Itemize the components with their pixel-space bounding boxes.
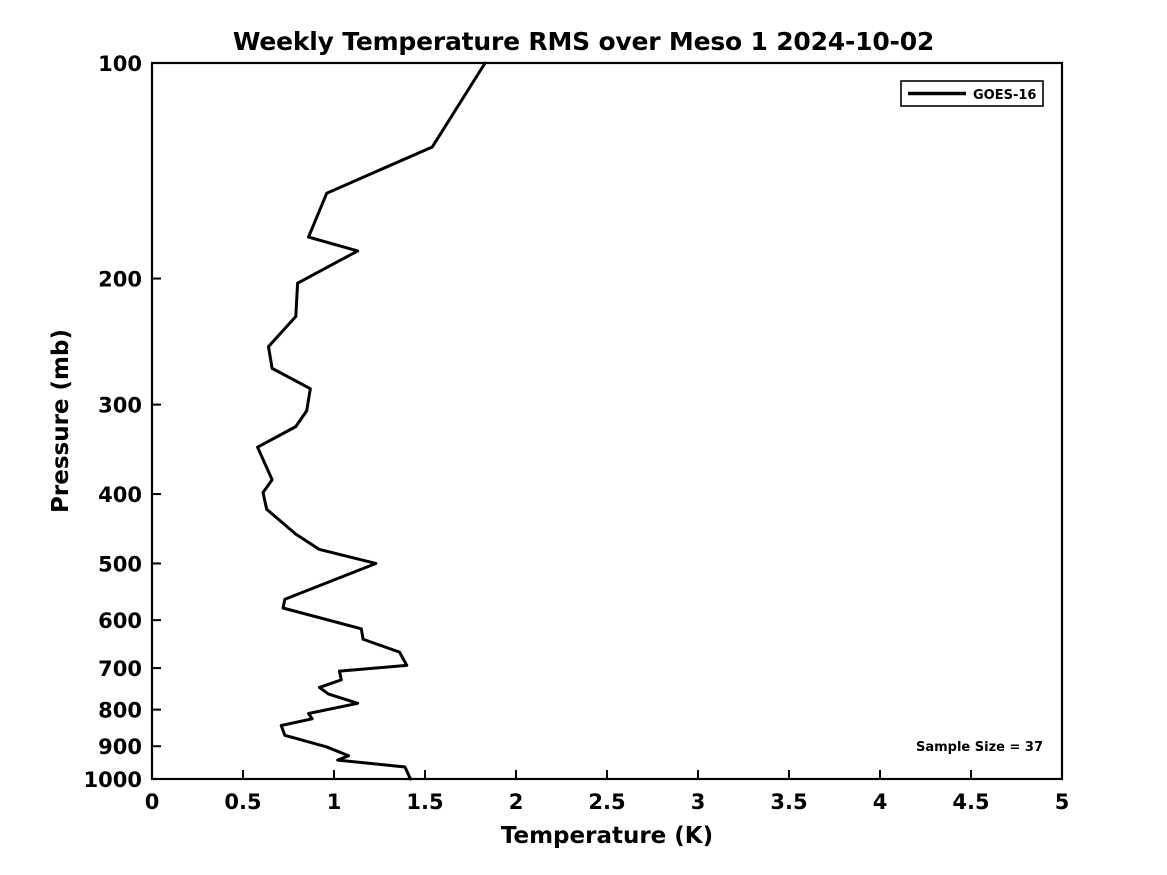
y-tick-label: 700 [98,657,142,681]
y-tick-label: 600 [98,609,142,633]
y-tick-label: 400 [98,483,142,507]
y-tick-label: 1000 [84,768,142,792]
x-tick-label: 3 [691,790,706,814]
x-axis-ticks: 0 0.5 1 1.5 2 2.5 3 3.5 4 4.5 5 [145,770,1070,814]
x-tick-label: 0.5 [224,790,261,814]
y-tick-label: 500 [98,552,142,576]
legend: GOES-16 [900,80,1044,107]
series-line-goes-16 [256,61,487,781]
data-series-layer [256,61,487,781]
axes-frame [150,61,1064,781]
legend-label-goes-16: GOES-16 [973,88,1036,103]
y-tick-label: 900 [98,735,142,759]
x-tick-label: 4 [873,790,888,814]
x-tick-label: 5 [1055,790,1070,814]
x-tick-label: 1 [327,790,342,814]
plot-border [150,61,1064,781]
page-title: Weekly Temperature RMS over Meso 1 2024-… [232,27,935,56]
x-tick-label: 3.5 [770,790,807,814]
x-tick-label: 1.5 [406,790,443,814]
y-tick-label: 100 [98,52,142,76]
x-tick-label: 2.5 [588,790,625,814]
y-tick-label: 300 [98,394,142,418]
y-tick-label: 800 [98,699,142,723]
x-tick-label: 2 [509,790,524,814]
x-axis-title: Temperature (K) [501,823,713,849]
y-axis-ticks: 100 200 300 400 500 600 700 800 900 1000 [84,52,161,792]
y-axis-title: Pressure (mb) [48,329,74,513]
y-tick-label: 200 [98,268,142,292]
sample-size-annotation: Sample Size = 37 [916,740,1043,755]
x-tick-label: 4.5 [952,790,989,814]
x-tick-label: 0 [145,790,160,814]
